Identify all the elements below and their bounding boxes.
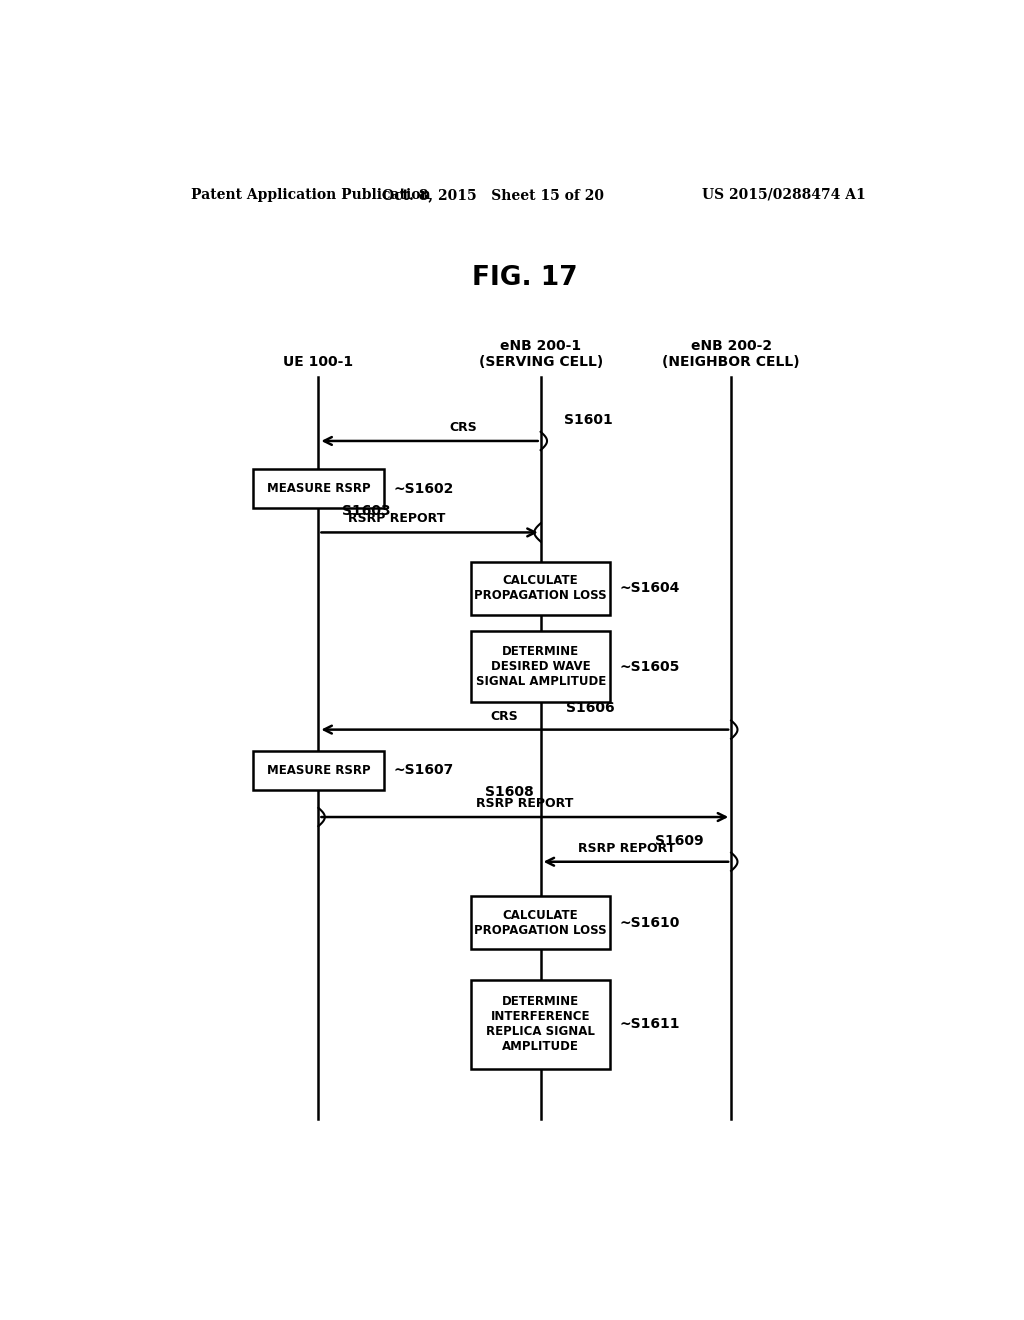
Text: US 2015/0288474 A1: US 2015/0288474 A1 (702, 187, 866, 202)
Text: CALCULATE
PROPAGATION LOSS: CALCULATE PROPAGATION LOSS (474, 574, 607, 602)
FancyBboxPatch shape (471, 979, 610, 1069)
FancyBboxPatch shape (253, 751, 384, 789)
Text: eNB 200-1
(SERVING CELL): eNB 200-1 (SERVING CELL) (478, 339, 603, 368)
Text: S1606: S1606 (566, 701, 614, 715)
Text: ~S1605: ~S1605 (620, 660, 680, 673)
Text: ~S1611: ~S1611 (620, 1018, 680, 1031)
FancyBboxPatch shape (253, 470, 384, 508)
Text: eNB 200-2
(NEIGHBOR CELL): eNB 200-2 (NEIGHBOR CELL) (663, 339, 800, 368)
Text: ~S1610: ~S1610 (620, 916, 680, 929)
Text: UE 100-1: UE 100-1 (284, 355, 353, 368)
Text: FIG. 17: FIG. 17 (472, 265, 578, 292)
Text: S1609: S1609 (655, 833, 703, 847)
Text: S1601: S1601 (564, 413, 613, 426)
Text: RSRP REPORT: RSRP REPORT (578, 842, 675, 854)
FancyBboxPatch shape (471, 631, 610, 702)
Text: ~S1602: ~S1602 (393, 482, 454, 496)
FancyBboxPatch shape (471, 562, 610, 615)
Text: CALCULATE
PROPAGATION LOSS: CALCULATE PROPAGATION LOSS (474, 908, 607, 937)
Text: MEASURE RSRP: MEASURE RSRP (266, 482, 371, 495)
Text: DETERMINE
DESIRED WAVE
SIGNAL AMPLITUDE: DETERMINE DESIRED WAVE SIGNAL AMPLITUDE (475, 645, 606, 688)
Text: MEASURE RSRP: MEASURE RSRP (266, 764, 371, 776)
Text: CRS: CRS (490, 710, 518, 722)
Text: DETERMINE
INTERFERENCE
REPLICA SIGNAL
AMPLITUDE: DETERMINE INTERFERENCE REPLICA SIGNAL AM… (486, 995, 595, 1053)
Text: Patent Application Publication: Patent Application Publication (191, 187, 431, 202)
Text: S1608: S1608 (484, 784, 534, 799)
Text: RSRP REPORT: RSRP REPORT (476, 797, 573, 810)
Text: ~S1604: ~S1604 (620, 581, 680, 595)
Text: CRS: CRS (450, 421, 477, 434)
Text: S1603: S1603 (342, 504, 391, 519)
Text: ~S1607: ~S1607 (393, 763, 454, 777)
FancyBboxPatch shape (471, 896, 610, 949)
Text: RSRP REPORT: RSRP REPORT (347, 512, 444, 525)
Text: Oct. 8, 2015   Sheet 15 of 20: Oct. 8, 2015 Sheet 15 of 20 (382, 187, 604, 202)
